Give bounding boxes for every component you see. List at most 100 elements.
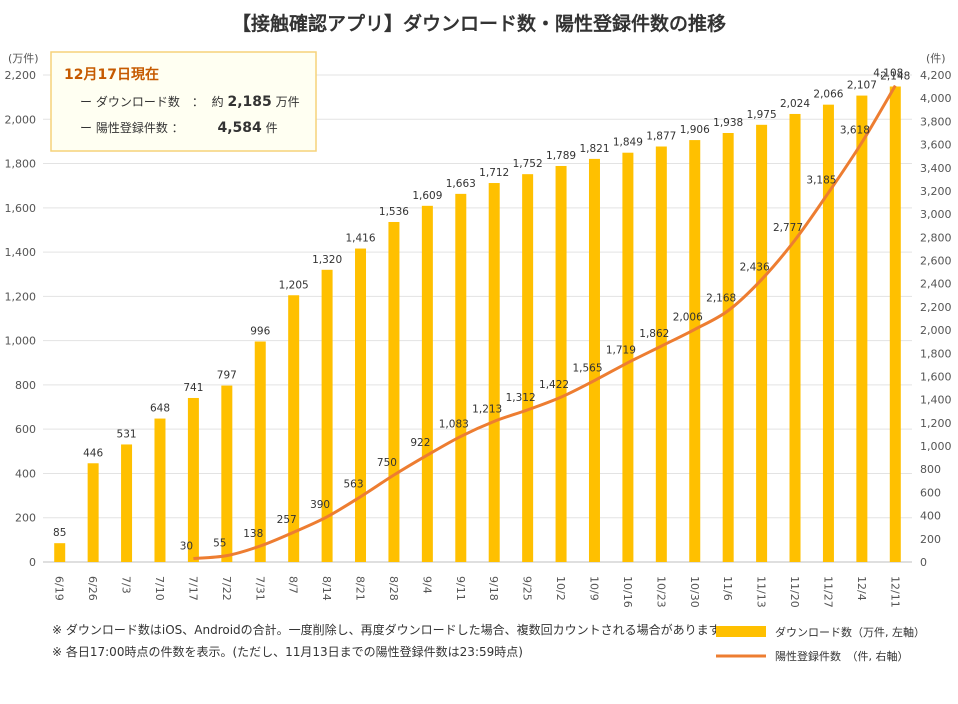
x-tick-label: 12/4: [855, 576, 868, 601]
right-tick-label: 2,400: [920, 278, 952, 291]
bar-value-label: 2,066: [813, 89, 843, 101]
right-tick-label: 800: [920, 463, 941, 476]
line-value-label: 2,436: [740, 262, 770, 274]
bar: [254, 341, 266, 562]
line-label-layer: 30 551382573905637509221,0831,2131,3121,4…: [180, 68, 904, 553]
bar-value-label: 1,416: [345, 233, 375, 245]
bar-value-label: 531: [117, 428, 137, 440]
bar-value-label: 1,536: [379, 206, 409, 218]
bar: [154, 418, 166, 562]
bar-value-label: 797: [217, 370, 237, 382]
legend-bar-label: ダウンロード数（万件, 左軸）: [775, 625, 925, 639]
bar: [288, 295, 300, 562]
bar-value-label: 2,024: [780, 98, 810, 110]
right-tick-label: 2,600: [920, 255, 952, 268]
right-tick-label: 3,400: [920, 162, 952, 175]
line-value-label: 4,108: [873, 68, 903, 80]
bar: [588, 158, 600, 562]
left-tick-label: 1,600: [5, 202, 37, 215]
line-value-label: 563: [343, 479, 363, 491]
right-tick-label: 4,200: [920, 69, 952, 82]
line-value-label: 2,777: [773, 222, 803, 234]
left-tick-label: 600: [15, 423, 36, 436]
bar: [121, 444, 133, 562]
right-tick-label: 0: [920, 556, 927, 569]
bar: [54, 543, 66, 562]
info-download-line: ー ダウンロード数 ： 約 2,185 万件: [80, 94, 300, 110]
legend-bar-swatch: [716, 626, 766, 637]
footnote-2: ※ 各日17:00時点の件数を表示。(ただし、11月13日までの陽性登録件数は2…: [52, 644, 523, 659]
bar-value-label: 648: [150, 403, 170, 415]
bar: [622, 152, 634, 562]
info-download-value: 2,185: [228, 94, 272, 110]
x-tick-label: 7/31: [253, 576, 266, 601]
bar-value-label: 2,148: [880, 71, 910, 83]
left-tick-label: 0: [29, 556, 36, 569]
x-tick-label: 10/9: [587, 576, 600, 601]
line-value-label: 2,006: [673, 311, 703, 323]
x-tick-label: 9/11: [454, 576, 467, 601]
line-series-positive: [193, 84, 897, 561]
bar: [856, 95, 868, 562]
bar-value-label: 741: [183, 382, 203, 394]
right-tick-label: 3,200: [920, 185, 952, 198]
info-positive-value: 4,584: [217, 120, 262, 136]
bar-value-label: 2,107: [847, 80, 877, 92]
info-download-unit: 万件: [276, 95, 300, 109]
left-tick-label: 1,000: [5, 335, 37, 348]
x-tick-label: 6/26: [86, 576, 99, 601]
bar: [889, 86, 901, 562]
x-tick-label: 11/13: [755, 576, 768, 608]
line-value-label: 1,213: [472, 403, 502, 415]
right-tick-label: 400: [920, 510, 941, 523]
info-box: 12月17日現在 ー ダウンロード数 ： 約 2,185 万件 ー 陽性登録件数…: [50, 51, 317, 152]
bar-value-label: 1,821: [579, 143, 609, 155]
bar-value-label: 1,938: [713, 117, 743, 129]
x-tick-label: 8/21: [354, 576, 367, 601]
right-tick-label: 2,000: [920, 324, 952, 337]
legend-line-label: 陽性登録件数 （件, 右軸）: [775, 649, 909, 663]
right-tick-label: 1,400: [920, 394, 952, 407]
bar: [221, 385, 233, 562]
line-value-label: 1,862: [639, 328, 669, 340]
line-value-label: 55: [213, 538, 226, 550]
x-tick-label: 7/22: [220, 576, 233, 601]
bar-value-label: 996: [250, 326, 270, 338]
chart-title: 【接触確認アプリ】ダウンロード数・陽性登録件数の推移: [232, 12, 726, 35]
x-tick-label: 9/18: [487, 576, 500, 601]
x-tick-label: 11/27: [821, 576, 834, 608]
right-tick-label: 1,600: [920, 370, 952, 383]
line-value-label: 257: [277, 514, 297, 526]
bar-value-label: 1,789: [546, 150, 576, 162]
right-tick-label: 1,800: [920, 347, 952, 360]
right-tick-label: 1,000: [920, 440, 952, 453]
x-tick-label: 7/17: [186, 576, 199, 601]
line-value-label: 750: [377, 457, 397, 469]
x-tick-label: 10/2: [554, 576, 567, 601]
legend: ダウンロード数（万件, 左軸） 陽性登録件数 （件, 右軸）: [716, 625, 925, 663]
bar: [488, 183, 500, 562]
line-value-label: 1,719: [606, 345, 636, 357]
bar: [822, 104, 834, 563]
x-tick-label: 10/23: [654, 576, 667, 608]
line-layer: [193, 84, 897, 561]
line-value-label: 1,312: [506, 392, 536, 404]
line-value-label: 2,168: [706, 293, 736, 305]
bar: [355, 248, 367, 563]
left-tick-label: 1,200: [5, 290, 37, 303]
info-positive-line: ー 陽性登録件数 ： 4,584 件: [80, 120, 278, 136]
info-positive-unit: 件: [266, 121, 278, 135]
right-tick-label: 3,000: [920, 208, 952, 221]
right-tick-layer: 0 200 400 600 800 1,000 1,200 1,400 1,600 1,800 2,…: [920, 69, 952, 569]
left-tick-label: 200: [15, 512, 36, 525]
line-value-label: 3,618: [840, 124, 870, 136]
left-tick-label: 2,200: [5, 69, 37, 82]
left-tick-label: 1,400: [5, 246, 37, 259]
bar: [722, 132, 734, 563]
bar: [756, 124, 768, 562]
right-tick-label: 4,000: [920, 92, 952, 105]
left-axis-unit: (万件): [8, 52, 39, 65]
